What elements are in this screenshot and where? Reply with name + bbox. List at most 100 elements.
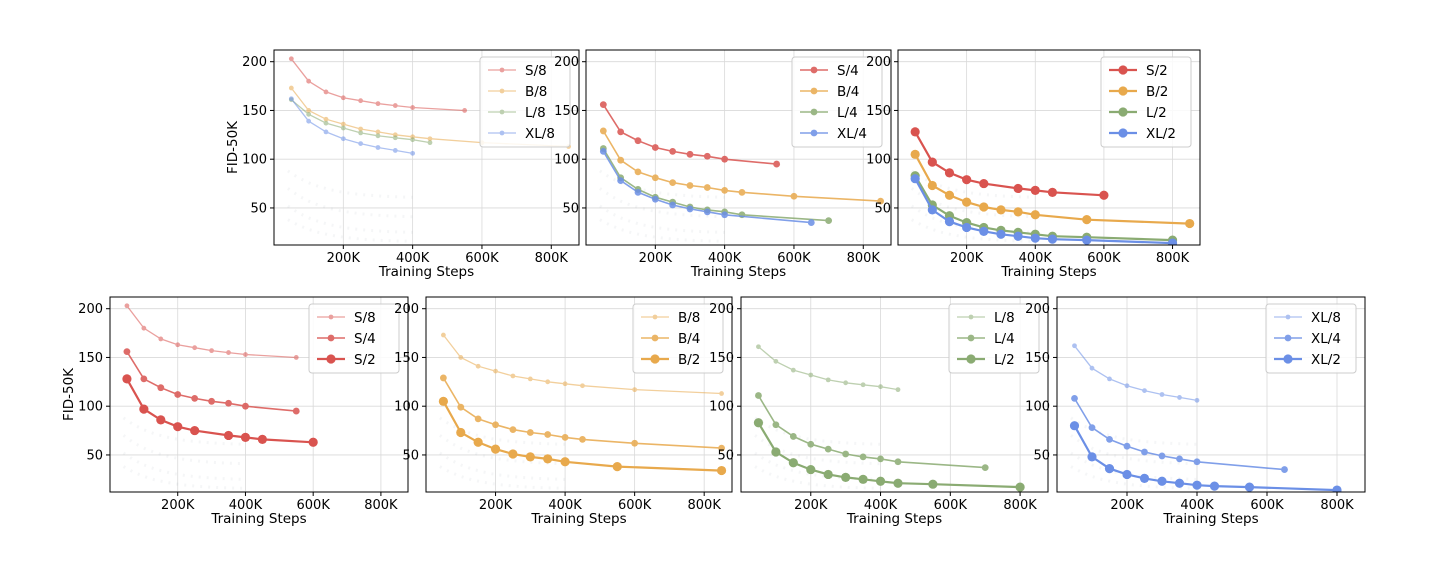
x-axis-label: Training Steps xyxy=(846,511,942,527)
legend-marker xyxy=(499,109,505,115)
y-tick-label: 150 xyxy=(709,351,734,366)
series-l-2 xyxy=(753,418,1025,492)
data-point xyxy=(808,372,814,378)
data-point xyxy=(772,421,780,429)
data-point xyxy=(257,434,267,444)
data-point xyxy=(790,367,796,373)
x-axis-label: Training Steps xyxy=(1000,264,1096,280)
data-point xyxy=(1176,455,1183,463)
legend-label: XL/2 xyxy=(1311,352,1341,368)
legend-swatch xyxy=(488,67,516,73)
series-xl-8 xyxy=(1072,343,1200,403)
legend-label: B/8 xyxy=(525,84,547,100)
y-tick-label: 50 xyxy=(86,448,103,463)
legend-swatch xyxy=(1109,65,1137,75)
legend-label: L/4 xyxy=(837,105,858,121)
plot-area xyxy=(910,127,1195,245)
data-point xyxy=(340,125,346,131)
data-point xyxy=(1141,448,1148,456)
y-tick-label: 50 xyxy=(250,201,267,216)
y-tick-label: 150 xyxy=(1025,351,1050,366)
x-tick-label: 600K xyxy=(465,251,499,266)
series-line xyxy=(914,153,1190,225)
data-point xyxy=(686,150,694,158)
data-point xyxy=(756,344,761,350)
legend-label: L/8 xyxy=(994,310,1015,326)
x-tick-label: 600K xyxy=(934,498,968,513)
data-point xyxy=(173,422,183,432)
x-tick-label: 600K xyxy=(618,498,652,513)
data-point xyxy=(875,476,886,486)
data-point xyxy=(669,148,677,155)
y-tick-label: 100 xyxy=(866,153,891,168)
data-point xyxy=(1013,183,1023,194)
legend-swatch xyxy=(1109,86,1137,96)
legend-label: XL/8 xyxy=(525,126,555,142)
legend-marker xyxy=(810,108,818,116)
data-point xyxy=(375,129,381,135)
ghost-curve xyxy=(599,218,725,243)
data-point xyxy=(910,149,920,159)
plot-area xyxy=(122,303,318,447)
panel-top-2: 200K 400K 600K 800K Training Steps 50 100 150 20… xyxy=(554,49,892,280)
x-tick-label: 800K xyxy=(688,498,722,513)
legend-box xyxy=(791,56,883,148)
data-point xyxy=(632,387,638,393)
background-ghost-curves xyxy=(287,169,413,243)
series-l-8 xyxy=(756,344,901,393)
data-point xyxy=(1030,210,1040,220)
background-ghost-curves xyxy=(122,416,246,490)
data-point xyxy=(894,458,902,466)
data-point xyxy=(981,464,989,472)
data-point xyxy=(927,180,937,191)
data-point xyxy=(306,118,312,124)
x-axis-label: Training Steps xyxy=(690,264,786,280)
legend-label: B/8 xyxy=(678,310,700,326)
data-point xyxy=(340,136,346,142)
data-point xyxy=(579,435,586,443)
x-tick-label: 200K xyxy=(327,251,361,266)
x-tick-label: 400K xyxy=(1180,498,1214,513)
plot-area xyxy=(1069,343,1342,492)
x-tick-label: 600K xyxy=(297,498,331,513)
y-tick-label: 100 xyxy=(554,153,579,168)
data-point xyxy=(192,345,198,351)
y-tick-label: 200 xyxy=(242,55,267,70)
legend-label: XL/8 xyxy=(1311,310,1341,326)
axes-frame xyxy=(273,49,580,246)
y-axis: 50 100 150 200 xyxy=(554,55,586,216)
legend-swatch xyxy=(1274,334,1302,342)
legend-swatch xyxy=(641,334,669,342)
x-axis: 200K 400K 600K 800K Training Steps xyxy=(327,245,568,280)
y-tick-label: 200 xyxy=(1025,302,1050,317)
data-point xyxy=(877,197,885,205)
ghost-curve xyxy=(1070,416,1198,446)
data-point xyxy=(358,141,364,147)
data-point xyxy=(1159,392,1165,397)
data-point xyxy=(456,427,466,438)
data-point xyxy=(475,363,481,369)
legend-swatch xyxy=(800,87,828,95)
data-point xyxy=(358,126,364,132)
data-point xyxy=(139,404,149,414)
x-tick-label: 800K xyxy=(1156,251,1190,266)
series-l-4 xyxy=(755,392,989,472)
x-tick-label: 200K xyxy=(794,498,828,513)
data-point xyxy=(716,465,727,476)
data-point xyxy=(1167,238,1178,245)
data-point xyxy=(1281,466,1288,473)
legend-swatch xyxy=(800,108,828,116)
data-point xyxy=(1099,190,1109,200)
data-point xyxy=(240,432,251,442)
data-point xyxy=(208,397,215,405)
y-tick-label: 50 xyxy=(874,201,891,216)
y-tick-label: 200 xyxy=(866,55,891,70)
legend-swatch xyxy=(317,314,345,320)
data-point xyxy=(1185,218,1195,229)
data-point xyxy=(508,449,518,459)
legend: B/8 B/4 B/2 xyxy=(632,303,724,374)
data-point xyxy=(156,415,166,425)
series-s-2 xyxy=(122,374,318,447)
x-tick-label: 200K xyxy=(479,498,513,513)
panel-bottom-1: 200K 400K 600K 800K Training Steps 50 100 150 20… xyxy=(61,296,409,527)
